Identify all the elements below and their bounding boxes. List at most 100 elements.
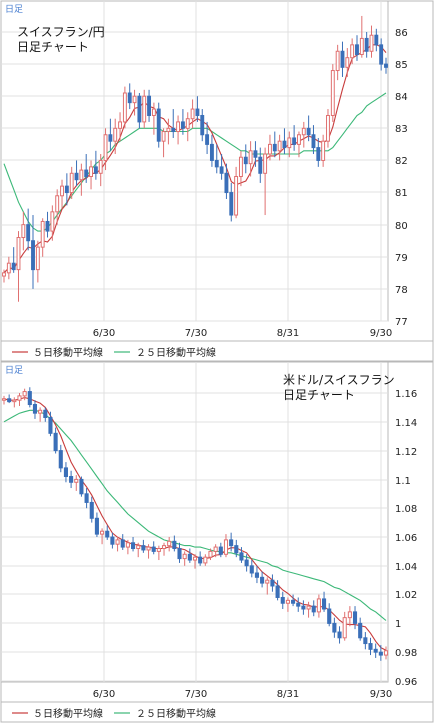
candle — [311, 125, 316, 155]
candle-body — [326, 114, 330, 142]
candle-body — [330, 70, 335, 116]
candle-body — [378, 651, 383, 656]
candle — [368, 637, 373, 656]
y-tick-label: 1.12 — [395, 447, 417, 458]
legend-ma25-label: ２５日移動平均線 — [136, 707, 216, 720]
candle-body — [282, 140, 287, 149]
candle-body — [100, 530, 105, 535]
candle — [89, 496, 94, 523]
candle-body — [63, 467, 68, 478]
candle-body — [147, 95, 152, 116]
candle-body — [347, 611, 352, 619]
candle-body — [301, 127, 306, 136]
candle — [327, 603, 332, 627]
candle — [146, 544, 151, 559]
x-tick-label: 8/31 — [277, 689, 299, 700]
candle — [218, 542, 223, 558]
y-tick-label: 1.1 — [395, 476, 411, 487]
candle-body — [234, 545, 239, 554]
candle-body — [60, 185, 64, 197]
candle — [316, 137, 321, 167]
candle — [296, 597, 301, 612]
candle-body — [192, 556, 198, 561]
candle-body — [297, 134, 301, 145]
candle-body — [253, 150, 258, 158]
candle — [239, 547, 244, 563]
candle-body — [213, 546, 218, 552]
y-tick-label: 77 — [395, 317, 408, 328]
candle — [200, 109, 205, 142]
candle-body — [327, 608, 332, 624]
y-tick-label: 1.14 — [395, 418, 417, 429]
candle — [172, 535, 177, 552]
candle — [369, 25, 374, 58]
candle-body — [200, 114, 205, 136]
candle-body — [89, 166, 93, 178]
y-tick-label: 1.06 — [395, 533, 417, 544]
candle — [38, 407, 43, 422]
candle-body — [190, 108, 195, 120]
candle-body — [45, 220, 50, 232]
candle — [373, 643, 378, 658]
candle — [287, 131, 292, 158]
candle-body — [122, 92, 127, 123]
candle-body — [280, 596, 285, 604]
candle-body — [359, 37, 364, 55]
candle — [379, 38, 384, 71]
candle — [50, 205, 55, 241]
candle-body — [306, 605, 311, 610]
y-tick-label: 1 — [395, 619, 401, 630]
candle — [224, 163, 229, 199]
candle-body — [142, 95, 147, 123]
candle-body — [301, 605, 306, 610]
candle-body — [98, 159, 103, 174]
candle — [208, 548, 213, 561]
candle — [229, 182, 234, 222]
candle-body — [187, 553, 192, 561]
candle — [53, 427, 58, 454]
candle-body — [248, 150, 253, 165]
candle — [291, 594, 296, 607]
candle-body — [141, 545, 146, 551]
candle — [272, 131, 277, 158]
candle-body — [171, 127, 176, 133]
candle-body — [322, 598, 327, 610]
candle-body — [258, 156, 263, 174]
candle — [249, 560, 254, 578]
corner-label: 日足 — [5, 4, 23, 15]
candle — [1, 395, 7, 405]
candle-body — [355, 44, 359, 55]
y-tick-label: 83 — [395, 124, 408, 135]
candle — [297, 131, 301, 158]
candle — [238, 150, 243, 187]
candle-body — [131, 542, 136, 550]
candle-body — [32, 404, 38, 414]
candle — [285, 597, 290, 612]
candle-body — [316, 147, 321, 161]
candle — [176, 115, 181, 145]
candle-body — [69, 172, 74, 194]
candle-body — [214, 159, 219, 168]
candle — [136, 542, 141, 558]
candle — [35, 240, 40, 283]
candle — [122, 86, 127, 129]
candle — [223, 534, 229, 558]
candle-body — [74, 172, 79, 181]
candle — [187, 548, 192, 563]
candle — [12, 397, 17, 408]
candle — [115, 537, 120, 552]
candle — [267, 134, 272, 161]
candle — [2, 269, 6, 283]
candle-body — [384, 63, 388, 68]
candle — [69, 166, 74, 199]
candle-body — [265, 579, 270, 584]
legend-ma5-label: ５日移動平均線 — [33, 707, 103, 720]
candle-body — [379, 44, 384, 65]
candle — [151, 541, 156, 555]
candle-body — [332, 622, 337, 633]
candle-body — [267, 143, 272, 155]
y-tick-label: 1.04 — [395, 562, 417, 573]
candle-body — [209, 143, 214, 161]
candle — [205, 121, 210, 155]
candle-body — [270, 579, 275, 587]
